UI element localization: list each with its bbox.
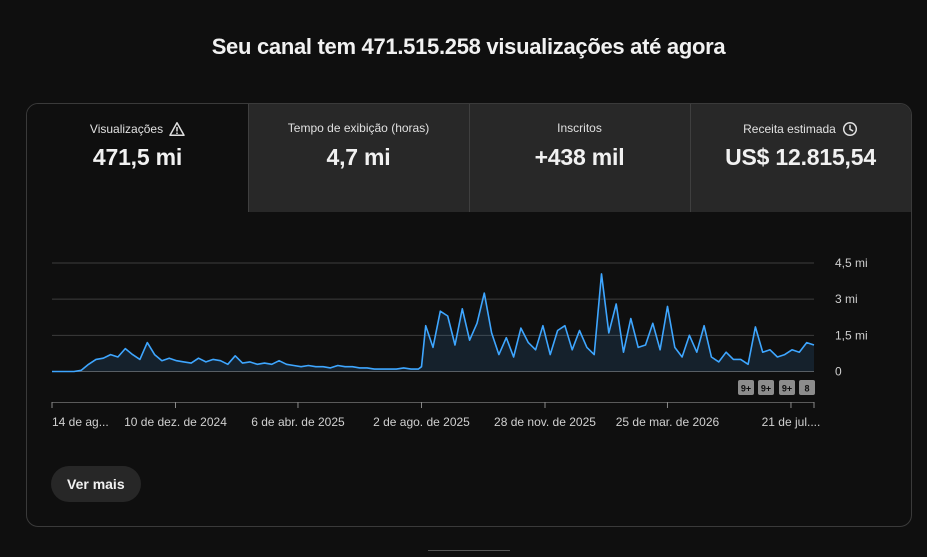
metric-tabs: Visualizações 471,5 mi Tempo de exibição… — [27, 104, 911, 212]
page-title: Seu canal tem 471.515.258 visualizações … — [211, 34, 726, 59]
views-chart-svg: 0 1,5 mi 3 mi 4,5 mi 14 de ag... 10 de dez. d… — [51, 256, 868, 429]
x-tick-label: 6 de abr. de 2025 — [251, 415, 345, 429]
content-badge-bg — [738, 380, 754, 395]
y-tick-label: 3 mi — [835, 292, 858, 306]
series-line — [52, 273, 815, 373]
tab-label: Tempo de exibição (horas) — [287, 121, 430, 135]
content-badge[interactable]: 8 — [799, 380, 815, 395]
tab-divider — [248, 104, 249, 212]
tab-label: Inscritos — [557, 121, 602, 135]
x-tick-label: 25 de mar. de 2026 — [616, 415, 720, 429]
content-badge-label: 9+ — [782, 384, 792, 394]
clock-icon[interactable] — [842, 121, 858, 137]
x-tick-label: 10 de dez. de 2024 — [124, 415, 227, 429]
x-tick-label: 21 de jul.... — [762, 415, 821, 429]
tab-divider — [469, 104, 470, 212]
tab-tempo-exibicao[interactable]: Tempo de exibição (horas) 4,7 mi — [248, 104, 469, 212]
tab-inscritos[interactable]: Inscritos +438 mil — [469, 104, 690, 212]
warning-icon[interactable] — [169, 121, 185, 137]
x-tick-label: 28 de nov. de 2025 — [494, 415, 596, 429]
tab-divider — [690, 104, 691, 212]
tab-value: US$ 12.815,54 — [725, 144, 876, 170]
tab-label: Receita estimada — [743, 122, 836, 136]
tab-receita-estimada[interactable]: Receita estimada US$ 12.815,54 — [690, 104, 911, 212]
tab-label: Visualizações — [89, 122, 164, 136]
y-tick-label: 1,5 mi — [835, 328, 868, 342]
series-area — [52, 273, 814, 372]
content-badge-label: 9+ — [761, 384, 771, 394]
views-chart[interactable]: 0 1,5 mi 3 mi 4,5 mi 14 de ag... 10 de dez. d… — [27, 212, 911, 442]
y-tick-label: 4,5 mi — [835, 256, 868, 270]
content-badge[interactable]: 9+ — [738, 380, 754, 395]
content-badge-label: 9+ — [741, 384, 751, 394]
content-badge-label: 8 — [804, 384, 809, 394]
content-badge[interactable]: 9+ — [758, 380, 774, 395]
content-badge-bg — [758, 380, 774, 395]
tab-visualizacoes[interactable]: Visualizações 471,5 mi — [27, 104, 248, 212]
analytics-card: Visualizações 471,5 mi Tempo de exibição… — [26, 103, 912, 527]
tab-value: +438 mil — [534, 144, 625, 170]
content-badge-bg — [779, 380, 795, 395]
y-tick-label: 0 — [835, 365, 842, 379]
content-badge-bg — [799, 380, 815, 395]
scroll-indicator — [428, 550, 510, 551]
tab-value: 4,7 mi — [326, 144, 391, 170]
tab-value: 471,5 mi — [92, 144, 183, 170]
x-tick-label: 2 de ago. de 2025 — [373, 415, 470, 429]
ver-mais-button[interactable]: Ver mais — [51, 466, 141, 502]
x-tick-label: 14 de ag... — [52, 415, 109, 429]
content-badge[interactable]: 9+ — [779, 380, 795, 395]
